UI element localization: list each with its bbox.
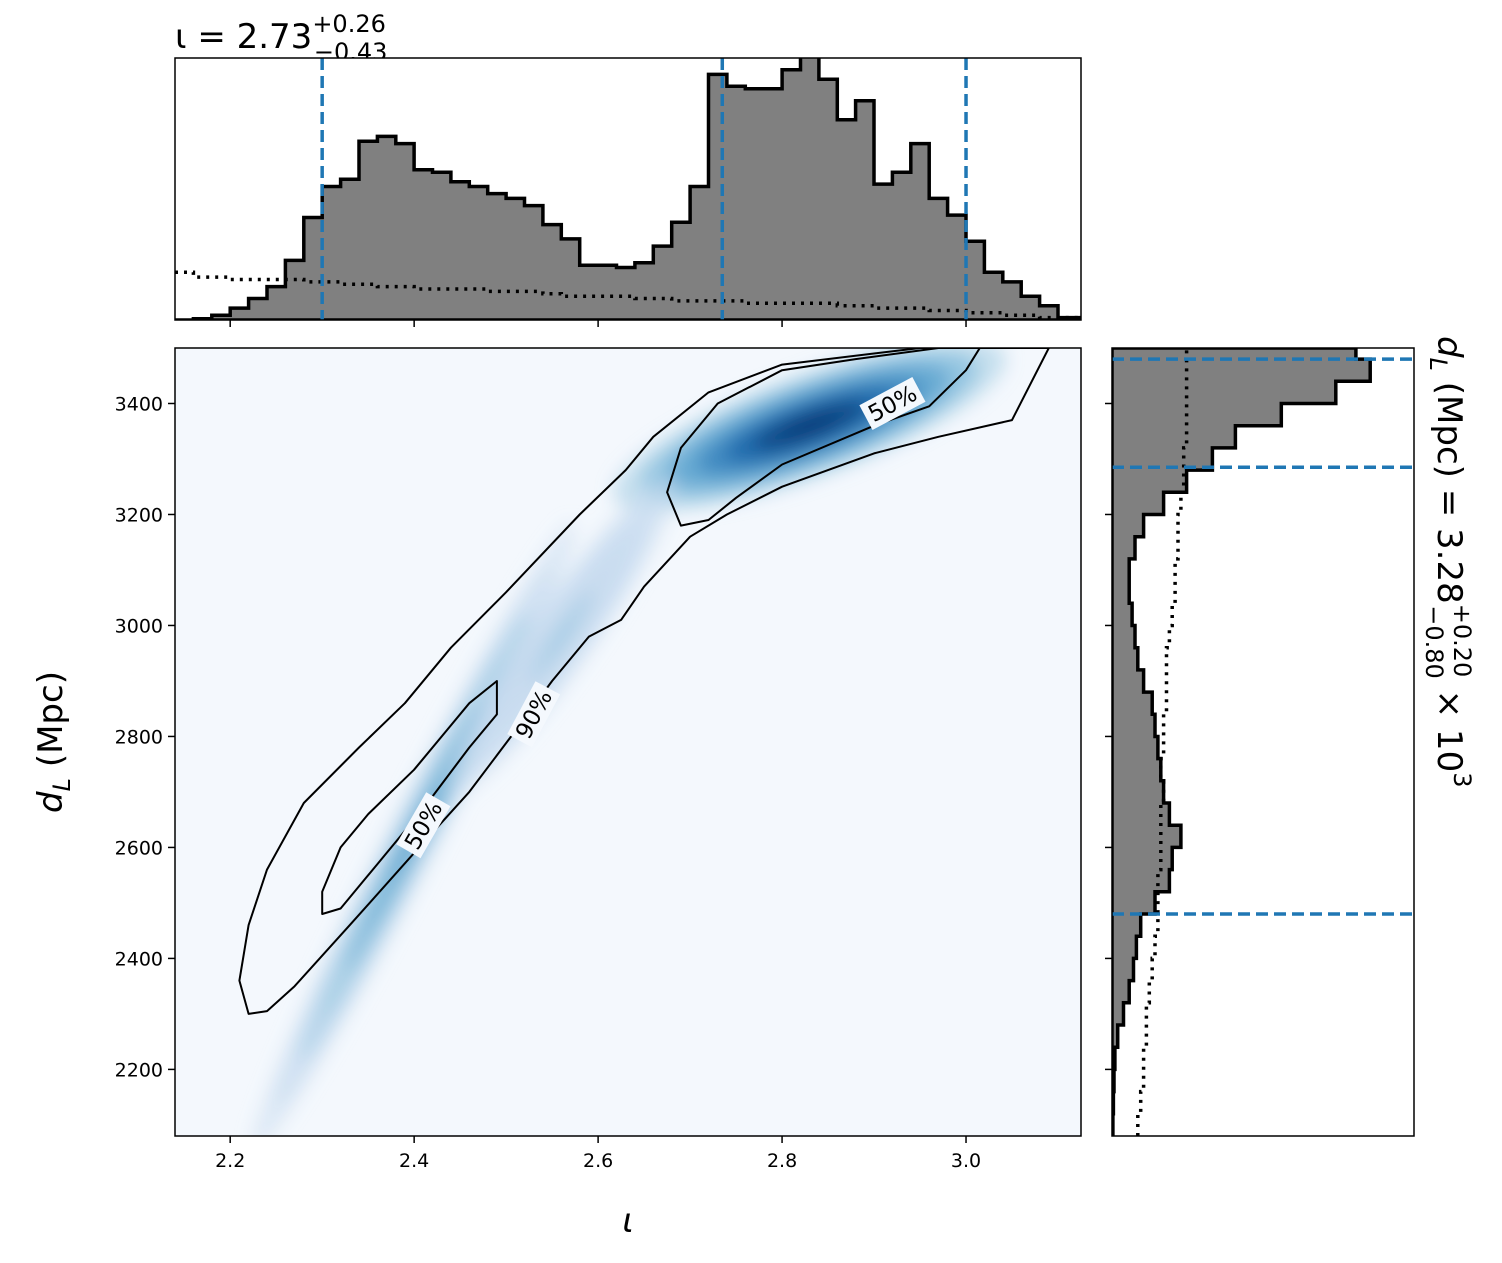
dL-title-suffix-sup: 3	[1448, 772, 1476, 787]
y-tick-label-6: 3400	[115, 393, 163, 415]
iota-posterior-histogram	[175, 58, 1081, 320]
dL-title-sup: +0.20	[1448, 604, 1476, 678]
contour-layer	[238, 348, 1050, 1015]
iota-marginal-panel	[174, 57, 1082, 327]
y-axis-label: dL (Mpc)	[31, 671, 76, 813]
x-tick-label-2: 2.6	[583, 1150, 613, 1172]
dL-title-main: (Mpc) = 3.28	[1429, 371, 1469, 604]
dL-posterior-histogram	[1112, 348, 1372, 1136]
y-axis-label-rest: (Mpc)	[31, 671, 71, 778]
y-axis-label-d: d	[31, 791, 71, 813]
dL-histogram-layer	[1112, 348, 1414, 1136]
y-axis-ticks: 2200 2400 2600 2800 3000 3200 3400	[115, 393, 175, 1081]
x-tick-label-3: 2.8	[767, 1150, 797, 1172]
x-axis-ticks: 2.2 2.4 2.6 2.8 3.0	[215, 1136, 981, 1172]
contour-50pct-2	[666, 348, 981, 527]
dL-marginal-panel	[1105, 347, 1415, 1137]
dL-title-d: d	[1429, 336, 1469, 358]
joint-density-panel: 90%50%50% 2.2 2.4 2.6 2.8 3.0 22002400260028…	[115, 347, 1082, 1172]
iota-title-main: ι = 2.73	[175, 17, 312, 57]
y-tick-label-0: 2200	[115, 1059, 163, 1081]
dL-prior-histogram	[1136, 348, 1189, 1136]
dL-title-sub: −0.80	[1420, 605, 1448, 679]
joint-density-frame	[174, 347, 1082, 1137]
x-axis-label: ι	[622, 1201, 634, 1241]
contour-label-bg-0	[507, 681, 561, 748]
iota-marginal-ticks	[229, 320, 967, 327]
dL-title-d-sub: L	[1424, 358, 1452, 371]
y-tick-label-3: 2800	[115, 726, 163, 748]
iota-histogram-layer	[175, 58, 1081, 320]
dL-title: dL (Mpc) = 3.28+0.20−0.80 × 103	[1420, 336, 1476, 787]
y-axis-label-sub: L	[48, 778, 76, 791]
y-tick-label-4: 3000	[115, 615, 163, 637]
x-tick-label-0: 2.2	[215, 1150, 245, 1172]
contour-label-bg-2	[859, 377, 926, 430]
density-blob-2-6	[545, 613, 578, 660]
iota-marginal-frame	[174, 57, 1082, 321]
dL-marginal-frame	[1111, 347, 1415, 1137]
y-axis-label-group: dL (Mpc)	[31, 671, 76, 813]
contour-90pct-0	[238, 348, 1050, 1015]
dL-title-suffix: × 10	[1429, 679, 1469, 772]
x-tick-label-4: 3.0	[951, 1150, 981, 1172]
dL-title-group: dL (Mpc) = 3.28+0.20−0.80 × 103	[1420, 336, 1476, 787]
iota-title-sup: +0.26	[312, 10, 386, 38]
dL-marginal-ticks	[1105, 402, 1112, 1071]
y-tick-label-1: 2400	[115, 948, 163, 970]
contour-label-bg-1	[396, 792, 451, 859]
iota-prior-histogram	[175, 270, 1081, 320]
y-tick-label-5: 3200	[115, 504, 163, 526]
iota-title: ι = 2.73+0.26 −0.43	[175, 10, 387, 66]
density-blob-1-6	[781, 413, 838, 438]
y-tick-label-2: 2600	[115, 837, 163, 859]
contour-50pct-1	[321, 680, 498, 915]
x-tick-label-1: 2.4	[399, 1150, 429, 1172]
